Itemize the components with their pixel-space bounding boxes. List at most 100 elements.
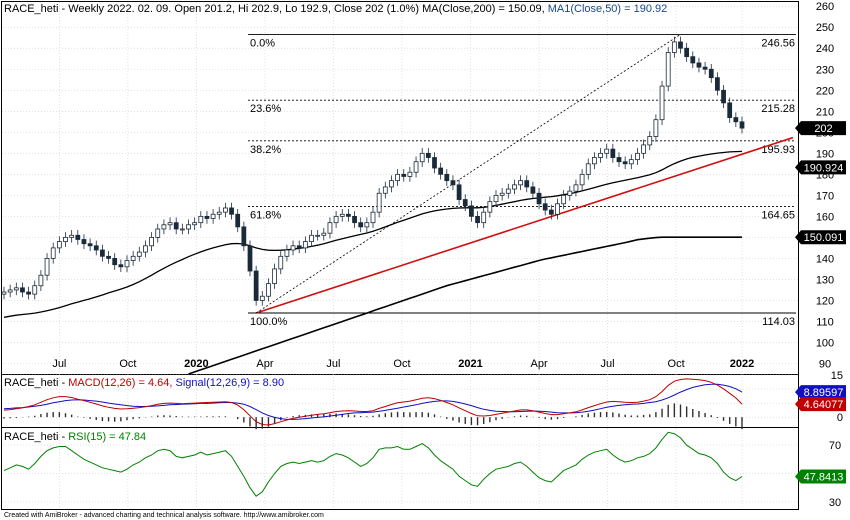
candle-body bbox=[210, 213, 216, 219]
candle-body bbox=[309, 234, 314, 242]
candle-body bbox=[50, 247, 56, 259]
price-panel-frame bbox=[1, 1, 799, 375]
fib-level-price: 195.93 bbox=[761, 144, 795, 156]
candle-body bbox=[499, 192, 505, 196]
rsi-value-tag: 47.8413 bbox=[795, 469, 846, 484]
candle-body bbox=[333, 215, 339, 224]
candle-body bbox=[173, 222, 179, 230]
fib-level-price: 114.03 bbox=[762, 316, 795, 328]
close-value-tag-box bbox=[795, 121, 846, 136]
candle-body bbox=[727, 102, 733, 118]
candle-body bbox=[567, 190, 573, 196]
price-tick-label: 210 bbox=[816, 106, 834, 118]
candle-body bbox=[579, 173, 585, 186]
rsi-panel-title: RACE_heti - RSI(15) = 47.84 bbox=[4, 431, 146, 443]
candle-body bbox=[149, 236, 154, 247]
candle-body bbox=[118, 264, 124, 268]
price-tick-label: 160 bbox=[816, 211, 834, 223]
candle-body bbox=[604, 148, 610, 154]
candle-body bbox=[358, 222, 364, 228]
price-candles bbox=[1, 36, 745, 306]
candle-body bbox=[665, 52, 671, 87]
candle-body bbox=[352, 215, 357, 224]
candle-body bbox=[93, 245, 99, 251]
candle-body bbox=[204, 215, 210, 219]
price-tick-label: 230 bbox=[816, 64, 834, 76]
candle-body bbox=[7, 289, 13, 293]
price-tick-label: 110 bbox=[816, 316, 834, 328]
candle-body bbox=[493, 194, 499, 203]
candle-body bbox=[278, 255, 284, 270]
candle-body bbox=[186, 224, 191, 230]
candle-body bbox=[542, 203, 548, 211]
price-tick-label: 260 bbox=[816, 1, 834, 13]
ma200-line bbox=[188, 236, 742, 375]
candle-body bbox=[20, 287, 25, 293]
candle-body bbox=[382, 186, 388, 194]
candle-body bbox=[192, 222, 198, 226]
candle-body bbox=[518, 180, 523, 186]
candle-body bbox=[481, 211, 487, 224]
price-lines bbox=[3, 34, 794, 375]
candle-body bbox=[659, 85, 665, 121]
price-panel-title: RACE_heti - Weekly 2022. 02. 09. Open 20… bbox=[4, 3, 667, 15]
rsi-value-tag-text: 47.8413 bbox=[804, 472, 844, 484]
candle-body bbox=[702, 66, 708, 70]
candle-body bbox=[81, 239, 87, 245]
candle-body bbox=[635, 152, 640, 161]
candle-body bbox=[512, 184, 517, 190]
candle-body bbox=[167, 222, 173, 226]
candle-body bbox=[63, 236, 68, 242]
macd-tick-label: 15 bbox=[831, 370, 843, 382]
candle-body bbox=[223, 207, 228, 213]
fib-level-percent: 100.0% bbox=[250, 316, 288, 328]
fib-diagonal-line bbox=[255, 34, 681, 314]
fib-level-percent: 38.2% bbox=[250, 144, 281, 156]
candle-body bbox=[530, 186, 536, 194]
candle-body bbox=[690, 56, 696, 64]
candle-body bbox=[130, 255, 136, 261]
signal-value-tag-box bbox=[795, 385, 846, 400]
candle-body bbox=[715, 77, 720, 91]
candle-body bbox=[432, 157, 437, 169]
close-value-tag: 202 bbox=[795, 121, 846, 136]
candle-body bbox=[425, 152, 431, 158]
price-tick-label: 90 bbox=[819, 358, 831, 370]
candle-body bbox=[505, 188, 511, 194]
candle-body bbox=[364, 222, 370, 228]
price-tick-label: 240 bbox=[816, 43, 834, 55]
candle-body bbox=[87, 243, 93, 247]
candle-body bbox=[585, 163, 591, 175]
candle-body bbox=[592, 157, 597, 165]
ma50-value-tag-text: 190.924 bbox=[804, 162, 844, 174]
candle-body bbox=[622, 161, 628, 165]
candle-body bbox=[290, 245, 296, 251]
candle-body bbox=[641, 144, 646, 154]
fib-level-percent: 23.6% bbox=[250, 103, 281, 115]
candle-body bbox=[376, 192, 382, 213]
time-tick-label: Apr bbox=[530, 358, 547, 370]
candle-body bbox=[469, 205, 474, 217]
candle-body bbox=[106, 255, 111, 259]
candle-body bbox=[346, 213, 351, 217]
candle-body bbox=[524, 180, 530, 188]
time-tick-label: Oct bbox=[393, 358, 410, 370]
candle-body bbox=[684, 47, 690, 58]
candle-body bbox=[647, 136, 653, 146]
macd-value-tag-box bbox=[795, 397, 846, 412]
rsi-tick-label: 70 bbox=[829, 440, 841, 452]
candle-body bbox=[628, 159, 634, 165]
candle-body bbox=[38, 274, 44, 287]
candle-body bbox=[598, 152, 603, 158]
price-tick-label: 170 bbox=[816, 190, 834, 202]
candle-body bbox=[462, 199, 468, 207]
fib-level-percent: 0.0% bbox=[250, 37, 275, 49]
price-tick-label: 250 bbox=[816, 22, 834, 34]
candle-body bbox=[247, 245, 253, 272]
support-trendline bbox=[255, 136, 794, 314]
signal-line bbox=[3, 383, 743, 420]
candle-body bbox=[1, 291, 7, 295]
candle-body bbox=[653, 119, 659, 137]
fib-level-price: 215.28 bbox=[761, 103, 795, 115]
candle-body bbox=[438, 167, 444, 175]
